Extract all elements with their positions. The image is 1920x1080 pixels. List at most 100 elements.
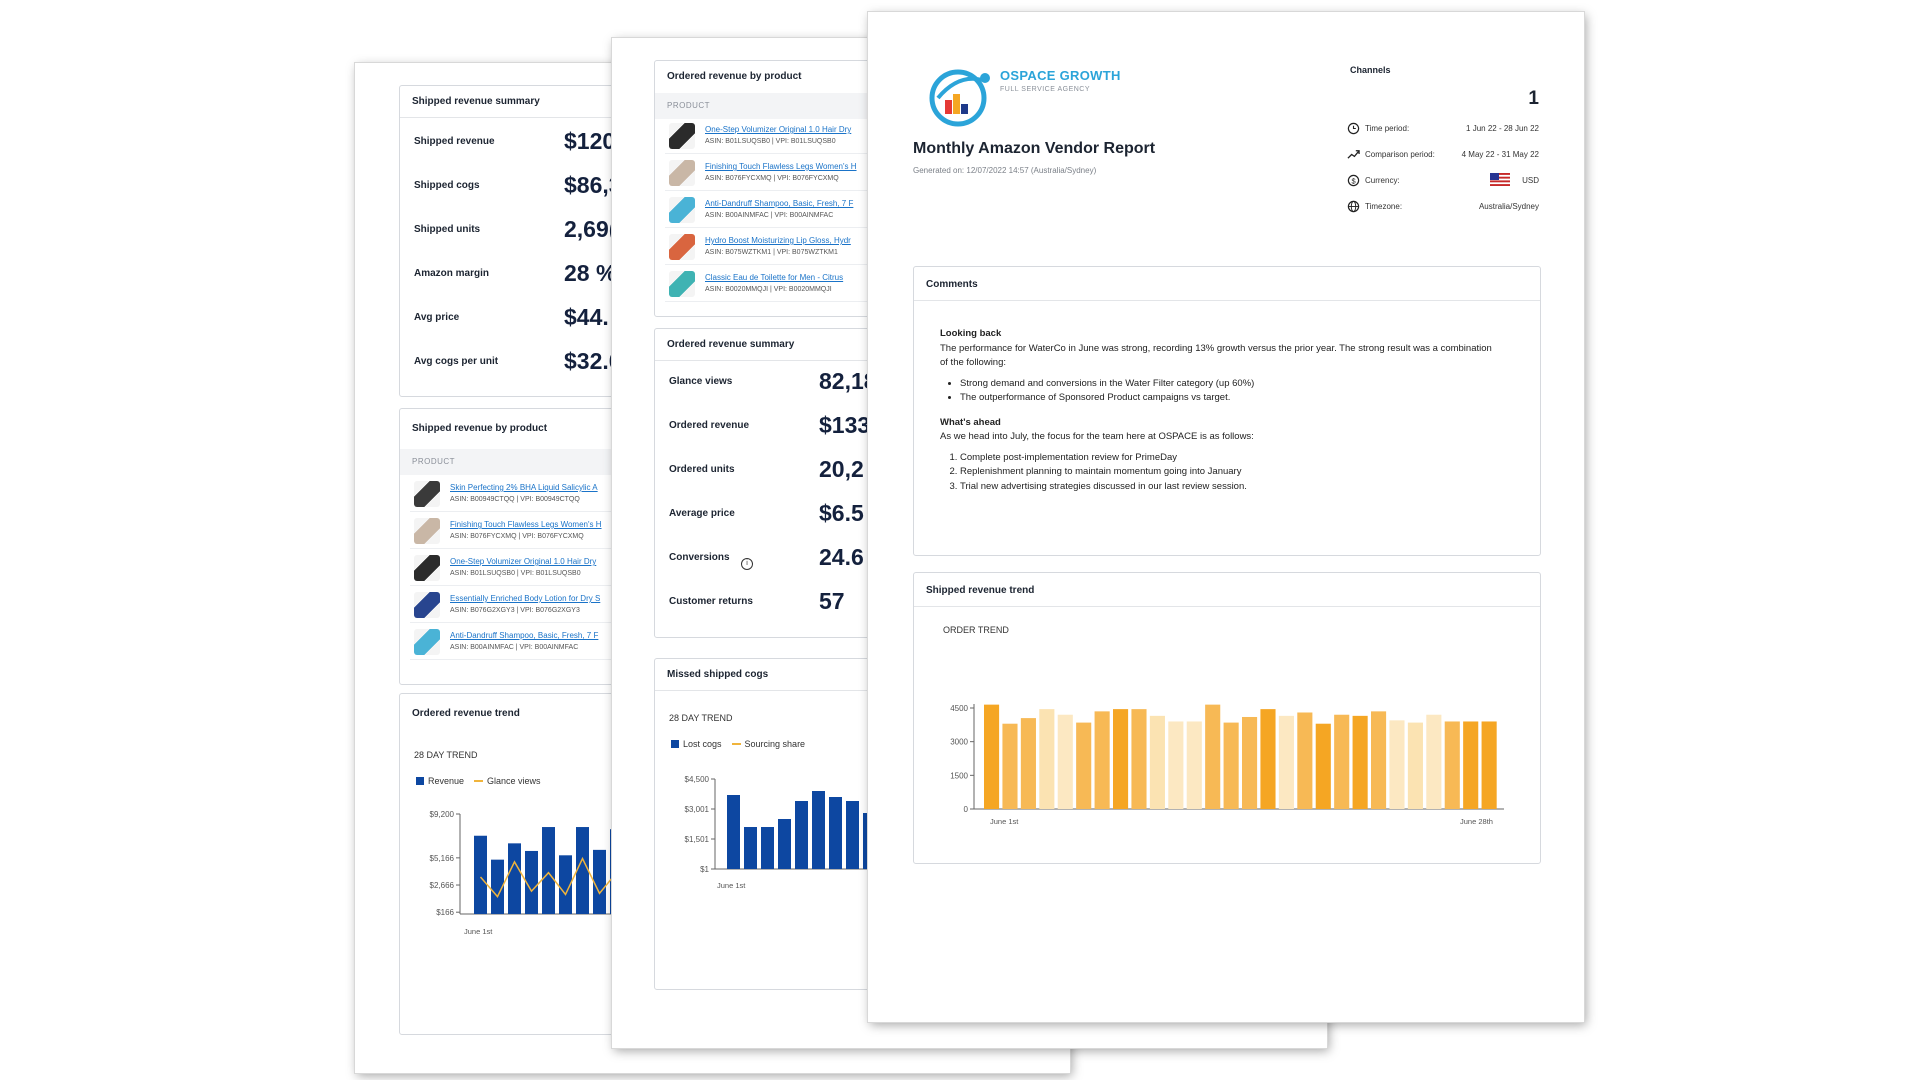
meta-label-currency: Currency: xyxy=(1365,176,1400,185)
product-link[interactable]: Classic Eau de Toilette for Men - Citrus xyxy=(705,273,844,282)
summary-value: $120 xyxy=(564,127,616,154)
generated-on: Generated on: 12/07/2022 14:57 (Australi… xyxy=(913,166,1097,175)
summary-label: Avg cogs per unit xyxy=(414,355,499,367)
bar xyxy=(1407,722,1423,809)
product-asin: ASIN: B076G2XGY3 | VPI: B076G2XGY3 xyxy=(450,607,580,614)
bar xyxy=(1371,711,1387,809)
x-axis-start-label: June 1st xyxy=(464,927,493,936)
product-link[interactable]: Finishing Touch Flawless Legs Women's H xyxy=(705,162,857,171)
y-tick-label: 1500 xyxy=(950,771,968,780)
ospace-logo xyxy=(929,69,990,127)
list-item: Replenishment planning to maintain momen… xyxy=(960,465,1500,480)
summary-value: 20,2 xyxy=(819,455,864,482)
report-page-3: OSPACE GROWTH FULL SERVICE AGENCY Monthl… xyxy=(868,12,1584,1022)
product-asin: ASIN: B076FYCXMQ | VPI: B076FYCXMQ xyxy=(450,533,584,540)
x-axis-end-label: June 28th xyxy=(1460,817,1493,826)
product-link[interactable]: Anti-Dandruff Shampoo, Basic, Fresh, 7 F xyxy=(450,631,599,640)
chart-subtitle: ORDER TREND xyxy=(943,625,1009,635)
bar xyxy=(1223,722,1239,809)
y-tick-label: $166 xyxy=(436,908,454,917)
bar xyxy=(1297,712,1313,809)
bar xyxy=(1352,715,1368,809)
shipped-revenue-trend-card: Shipped revenue trend ORDER TREND 0 1500 3… xyxy=(913,572,1541,864)
card-title: Ordered revenue by product xyxy=(667,71,802,82)
bar xyxy=(795,801,808,869)
bar xyxy=(1481,721,1497,809)
product-link[interactable]: Essentially Enriched Body Lotion for Dry… xyxy=(450,594,601,603)
summary-row: Conversions 24.6 xyxy=(669,542,1145,572)
order-trend-chart: 0 1500 3000 4500 xyxy=(950,704,1504,814)
channels-count: 1 xyxy=(1528,88,1539,109)
us-flag-icon xyxy=(1490,173,1510,186)
bar xyxy=(508,843,521,914)
bar xyxy=(846,801,859,869)
summary-row: Glance views 82,18 xyxy=(669,366,1145,396)
y-tick-label: $9,200 xyxy=(430,810,455,819)
product-link[interactable]: Finishing Touch Flawless Legs Women's H xyxy=(450,520,602,529)
meta-value-comparison-period: 4 May 22 - 31 May 22 xyxy=(1461,150,1539,159)
series-line xyxy=(479,856,618,898)
card-title: Shipped revenue by product xyxy=(412,423,548,434)
bar xyxy=(1186,721,1202,809)
list-item: The outperformance of Sponsored Product … xyxy=(960,391,1500,406)
looking-back-list: Strong demand and conversions in the Wat… xyxy=(940,377,1500,406)
bar xyxy=(1426,714,1442,809)
bar xyxy=(1315,723,1331,809)
brand-tagline: FULL SERVICE AGENCY xyxy=(1000,86,1091,93)
bar xyxy=(1389,720,1405,809)
product-thumbnail xyxy=(669,271,695,297)
info-icon[interactable]: i xyxy=(741,558,753,570)
product-asin: ASIN: B00949CTQQ | VPI: B00949CTQQ xyxy=(450,496,580,503)
trend-up-icon xyxy=(1347,150,1360,159)
summary-value: $6.5 xyxy=(819,499,864,526)
y-tick-label: 4500 xyxy=(950,704,968,713)
y-tick-label: $4,500 xyxy=(685,775,710,784)
summary-label: Ordered units xyxy=(669,463,735,475)
product-thumbnail xyxy=(414,518,440,544)
legend-item-lost-cogs: Lost cogs xyxy=(671,739,722,749)
summary-row: Shipped units 2,69( xyxy=(414,214,890,244)
product-thumbnail xyxy=(414,481,440,507)
product-asin: ASIN: B01LSUQSB0 | VPI: B01LSUQSB0 xyxy=(450,570,581,577)
bar xyxy=(542,827,555,914)
summary-label: Shipped revenue xyxy=(414,135,495,147)
product-thumbnail xyxy=(669,123,695,149)
x-axis-start-label: June 1st xyxy=(717,881,746,890)
bar xyxy=(1113,709,1129,809)
legend-item-glance-views: Glance views xyxy=(474,776,541,786)
summary-label: Glance views xyxy=(669,375,733,387)
card-title: Ordered revenue trend xyxy=(412,708,520,719)
bar xyxy=(1463,721,1479,809)
product-link[interactable]: Hydro Boost Moisturizing Lip Gloss, Hydr xyxy=(705,236,851,245)
meta-label-comparison-period: Comparison period: xyxy=(1365,150,1435,159)
product-link[interactable]: One-Step Volumizer Original 1.0 Hair Dry xyxy=(450,557,597,566)
bar xyxy=(576,827,589,914)
looking-back-text: The performance for WaterCo in June was … xyxy=(940,342,1492,369)
product-link[interactable]: Anti-Dandruff Shampoo, Basic, Fresh, 7 F xyxy=(705,199,854,208)
bar xyxy=(1149,715,1165,809)
product-asin: ASIN: B00AINMFAC | VPI: B00AINMFAC xyxy=(450,644,579,651)
bar xyxy=(1334,714,1350,809)
list-item: Trial new advertising strategies discuss… xyxy=(960,480,1500,495)
bar xyxy=(474,835,487,914)
report-title: Monthly Amazon Vendor Report xyxy=(913,140,1156,157)
product-link[interactable]: One-Step Volumizer Original 1.0 Hair Dry xyxy=(705,125,852,134)
card-title: Shipped revenue trend xyxy=(914,573,1540,607)
bar xyxy=(1057,714,1073,809)
product-link[interactable]: Skin Perfecting 2% BHA Liquid Salicylic … xyxy=(450,483,598,492)
bar xyxy=(525,850,538,914)
whats-ahead-list: Complete post-implementation review for … xyxy=(940,451,1500,495)
meta-label-timezone: Timezone: xyxy=(1365,202,1403,211)
bar xyxy=(829,797,842,869)
bar xyxy=(1131,709,1147,809)
chart-subtitle: 28 DAY TREND xyxy=(669,713,733,723)
y-tick-label: 3000 xyxy=(950,738,968,747)
summary-row: Customer returns 57 xyxy=(669,586,1145,616)
chart-subtitle: 28 DAY TREND xyxy=(414,750,478,760)
y-tick-label: $3,001 xyxy=(685,805,710,814)
list-item: Strong demand and conversions in the Wat… xyxy=(960,377,1500,392)
y-tick-label: $1,501 xyxy=(685,835,710,844)
summary-row: Avg price $44. xyxy=(414,302,890,332)
clock-icon xyxy=(1347,122,1360,135)
legend-item-sourcing-share: Sourcing share xyxy=(731,739,805,749)
